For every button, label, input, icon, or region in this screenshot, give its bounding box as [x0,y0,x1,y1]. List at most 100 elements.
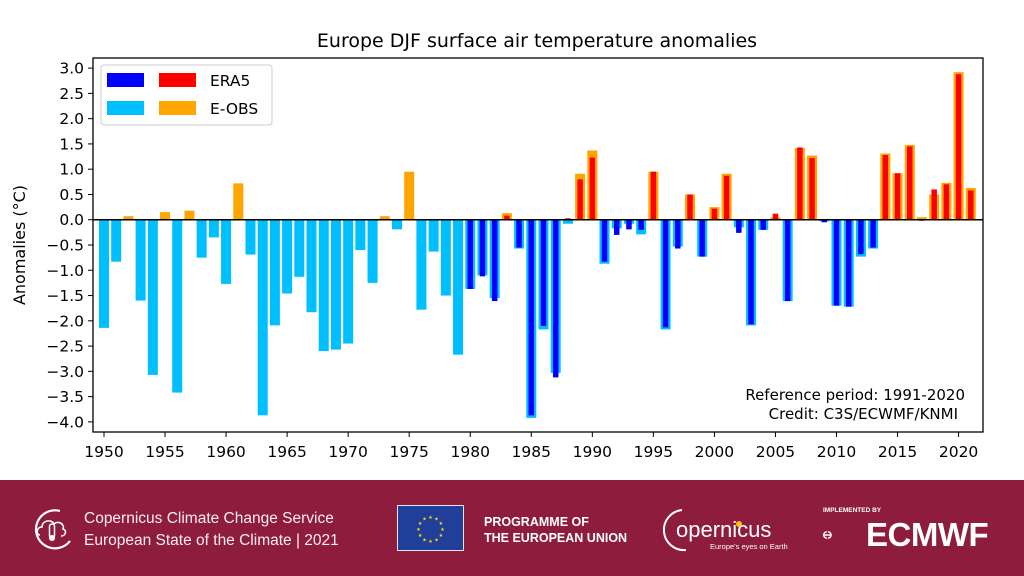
x-tick-label: 2000 [695,443,734,461]
legend: ERA5 E-OBS [100,64,273,126]
bar-era5-2005 [772,213,779,220]
eu-star-icon: ★ [439,533,444,539]
bar-era5-2003 [748,219,754,325]
y-axis-label: Anomalies (°C) [10,185,29,305]
bar-eobs-1978 [440,219,451,296]
bar-eobs-1965 [282,219,293,294]
bar-eobs-1977 [428,219,439,252]
bar-era5-2004 [760,219,766,230]
bar-era5-2015 [894,173,901,220]
c3s-logo-icon [34,509,71,550]
y-tick-label: −1.0 [46,262,84,280]
y-tick-label: 1.5 [59,135,84,153]
bar-era5-1992 [613,219,620,235]
x-tick-label: 1950 [84,443,123,461]
eu-flag-icon: ★ ★ ★ ★ ★ ★ ★ ★ ★ ★ ★ ★ [397,505,464,551]
y-tick-label: −2.5 [46,338,84,356]
legend-swatch-eobs-negative [107,101,144,115]
x-ticks: 1950 1955 1960 1965 1970 1975 1980 1985 1990 1995… [84,432,978,461]
bar-eobs-1955 [160,212,171,220]
bar-era5-1987 [552,219,559,378]
bar-eobs-1957 [184,210,195,220]
bar-era5-1989 [577,179,583,220]
bar-era5-1998 [687,194,693,220]
bar-era5-1999 [699,219,705,257]
eu-star-icon: ★ [418,521,423,527]
bar-eobs-1976 [416,219,427,310]
y-tick-label: 0.0 [59,211,84,229]
chart-title: Europe DJF surface air temperature anoma… [317,30,757,52]
legend-label-eobs: E-OBS [210,100,258,118]
bar-eobs-1950 [98,219,109,328]
bar-eobs-1961 [233,183,244,220]
annotation-reference-period: Reference period: 1991-2020 [745,386,965,404]
y-tick-label: 2.0 [59,110,84,128]
y-tick-label: −3.0 [46,363,84,381]
bar-eobs-1953 [135,219,146,301]
bar-eobs-1952 [123,216,134,220]
bar-era5-2011 [845,219,852,307]
bars-group [98,72,976,418]
copernicus-tagline: Europe's eyes on Earth [710,542,788,551]
bar-eobs-1956 [172,219,183,393]
bar-era5-1997 [675,219,681,249]
x-tick-label: 2005 [756,443,795,461]
y-tick-label: −1.5 [46,287,84,305]
bar-era5-2002 [736,219,742,233]
x-tick-label: 2015 [878,443,917,461]
x-tick-label: 1970 [328,443,367,461]
legend-label-era5: ERA5 [210,72,250,90]
copernicus-sun-dot [736,521,742,527]
bar-eobs-1959 [208,219,219,238]
copernicus-wordmark: opernicus [676,517,771,542]
eu-star-icon: ★ [428,539,433,545]
chart: Europe DJF surface air temperature anoma… [10,30,984,461]
ecmwf-wordmark: ECMWF [866,516,989,553]
bar-era5-1980 [467,219,473,289]
y-tick-label: −2.0 [46,312,84,330]
eu-star-icon: ★ [416,527,421,533]
bar-era5-1981 [479,219,486,277]
bar-era5-2012 [858,219,864,255]
bar-eobs-1988 [562,219,573,224]
x-tick-label: 1995 [634,443,673,461]
eu-line-2: THE EUROPEAN UNION [484,531,628,545]
x-tick-label: 1975 [389,443,428,461]
bar-eobs-1962 [245,219,256,255]
bar-eobs-1958 [196,219,207,258]
x-tick-label: 1990 [573,443,612,461]
bar-era5-1995 [650,171,657,220]
bar-era5-2013 [870,219,876,248]
bar-era5-1986 [540,219,547,326]
x-tick-label: 1985 [512,443,551,461]
legend-swatch-eobs-positive [159,101,196,115]
x-tick-label: 1980 [451,443,490,461]
x-tick-label: 1960 [206,443,245,461]
eu-star-icon: ★ [434,517,439,523]
bar-eobs-1967 [306,219,317,313]
bar-era5-2001 [723,175,730,220]
ecmwf-implemented-by: IMPLEMENTED BY [823,507,882,514]
x-tick-label: 1955 [145,443,184,461]
eu-star-icon: ★ [428,515,433,521]
bar-era5-1996 [662,219,669,328]
y-tick-label: 0.5 [59,186,84,204]
bar-era5-2020 [955,74,962,220]
bar-eobs-1972 [367,219,378,283]
bar-era5-2010 [833,219,840,306]
c3s-report-name: European State of the Climate | 2021 [84,532,339,549]
bar-eobs-1960 [221,219,232,284]
bar-eobs-1963 [257,219,268,416]
x-tick-label: 2010 [817,443,856,461]
bar-eobs-1979 [453,219,464,355]
bar-era5-2000 [711,208,718,220]
bar-eobs-1971 [355,219,366,251]
eu-star-icon: ★ [434,537,439,543]
y-tick-label: −3.5 [46,388,84,406]
eu-star-icon: ★ [418,533,423,539]
bar-era5-2006 [784,219,791,302]
bar-era5-1982 [491,219,498,302]
eu-programme-text: PROGRAMME OF THE EUROPEAN UNION [484,514,627,546]
bar-era5-2007 [797,147,803,220]
eu-stars: ★ ★★★★★★★★★★★ [416,515,445,545]
